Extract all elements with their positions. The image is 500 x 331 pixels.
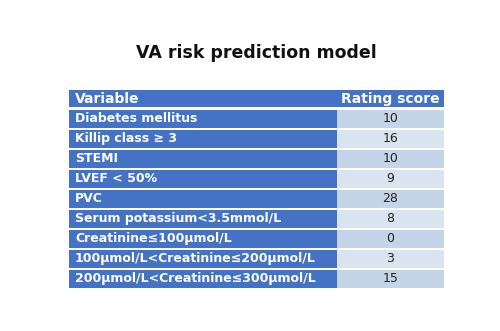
Bar bbox=[68, 250, 337, 268]
Text: Diabetes mellitus: Diabetes mellitus bbox=[75, 112, 198, 125]
Bar bbox=[68, 110, 337, 127]
Text: Variable: Variable bbox=[75, 92, 140, 106]
Bar bbox=[68, 150, 337, 167]
Text: 15: 15 bbox=[382, 272, 398, 285]
Bar bbox=[337, 250, 444, 268]
Text: LVEF < 50%: LVEF < 50% bbox=[75, 172, 157, 185]
Text: 3: 3 bbox=[386, 252, 394, 265]
Bar bbox=[337, 90, 444, 108]
Bar bbox=[68, 210, 337, 228]
Text: PVC: PVC bbox=[75, 192, 103, 205]
Bar bbox=[337, 130, 444, 148]
Text: 16: 16 bbox=[382, 132, 398, 145]
Text: 28: 28 bbox=[382, 192, 398, 205]
Text: Creatinine≤100μmol/L: Creatinine≤100μmol/L bbox=[75, 232, 232, 245]
Bar bbox=[68, 190, 337, 208]
Bar bbox=[337, 230, 444, 248]
Bar bbox=[337, 150, 444, 167]
Text: 200μmol/L<Creatinine≤300μmol/L: 200μmol/L<Creatinine≤300μmol/L bbox=[75, 272, 316, 285]
Bar bbox=[68, 270, 337, 288]
Text: 8: 8 bbox=[386, 212, 394, 225]
Bar bbox=[68, 230, 337, 248]
Bar bbox=[337, 270, 444, 288]
Text: Rating score: Rating score bbox=[341, 92, 440, 106]
Bar bbox=[337, 190, 444, 208]
Bar bbox=[337, 110, 444, 127]
Text: VA risk prediction model: VA risk prediction model bbox=[136, 44, 376, 62]
Text: 10: 10 bbox=[382, 112, 398, 125]
Text: 9: 9 bbox=[386, 172, 394, 185]
Text: STEMI: STEMI bbox=[75, 152, 118, 165]
Bar bbox=[337, 210, 444, 228]
Bar bbox=[68, 90, 337, 108]
Text: 10: 10 bbox=[382, 152, 398, 165]
Bar bbox=[68, 170, 337, 188]
Bar bbox=[68, 130, 337, 148]
Text: 0: 0 bbox=[386, 232, 394, 245]
Text: Serum potassium<3.5mmol/L: Serum potassium<3.5mmol/L bbox=[75, 212, 281, 225]
Text: 100μmol/L<Creatinine≤200μmol/L: 100μmol/L<Creatinine≤200μmol/L bbox=[75, 252, 316, 265]
Text: Killip class ≥ 3: Killip class ≥ 3 bbox=[75, 132, 177, 145]
Bar bbox=[337, 170, 444, 188]
